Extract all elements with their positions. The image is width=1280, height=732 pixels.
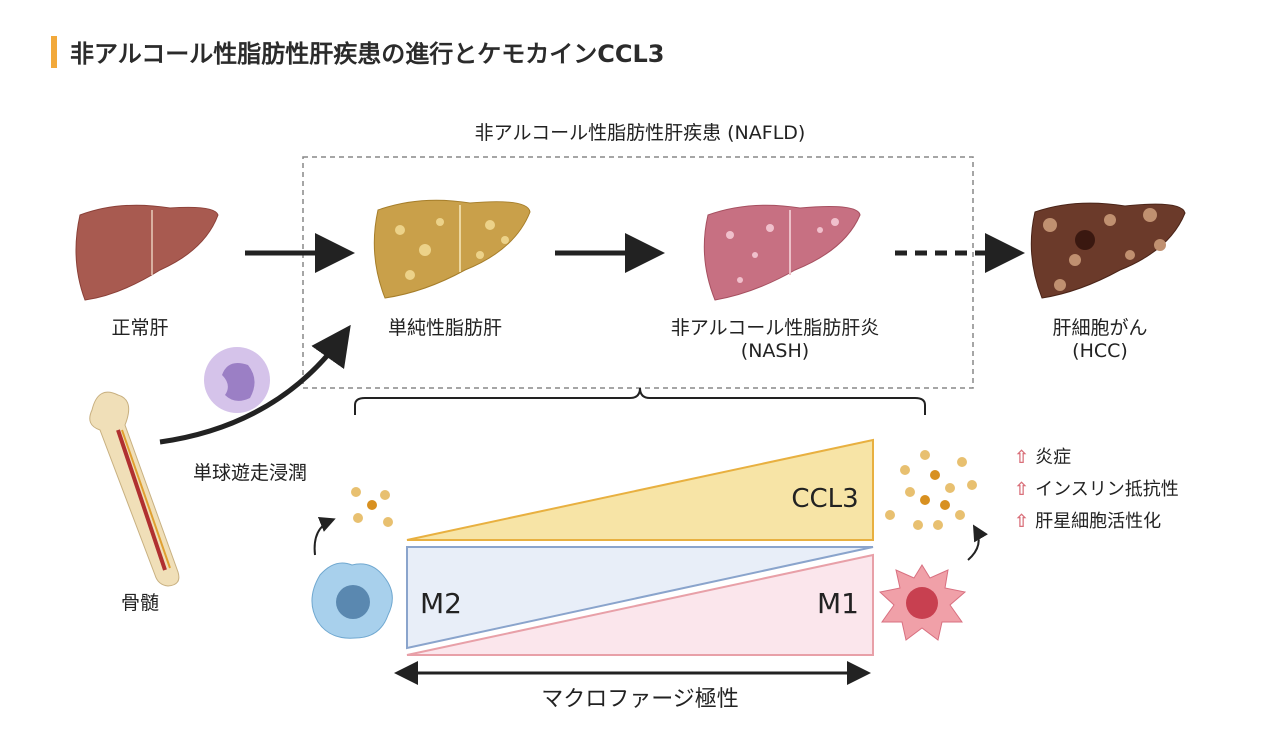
bone-marrow-label: 骨髄	[120, 592, 160, 614]
up-arrow-icon: ⇧	[1014, 447, 1030, 468]
m1-macrophage-icon	[878, 564, 967, 641]
ccl3-label: CCL3	[791, 484, 859, 514]
normal-liver-icon	[75, 204, 219, 301]
hcc-liver-icon	[1030, 202, 1186, 299]
monocyte-icon	[204, 347, 270, 413]
effect-item: ⇧ 肝星細胞活性化	[1014, 506, 1179, 538]
polarity-label: マクロファージ極性	[541, 687, 739, 712]
m2-label: M2	[420, 587, 462, 620]
bone-marrow-icon	[89, 391, 180, 587]
up-arrow-icon: ⇧	[1014, 511, 1030, 532]
ccl3-particles-large	[885, 450, 977, 530]
effect-text: インスリン抵抗性	[1035, 479, 1179, 500]
page-title: 非アルコール性脂肪性肝疾患の進行とケモカインCCL3	[70, 40, 665, 68]
monocyte-migration-label: 単球遊走浸潤	[192, 462, 308, 484]
nafld-brace	[354, 387, 926, 415]
arrow-monocyte-migration	[159, 324, 351, 445]
nash-liver-icon	[703, 204, 861, 301]
effect-text: 炎症	[1035, 447, 1072, 468]
m1-label: M1	[817, 587, 859, 620]
up-arrow-icon: ⇧	[1014, 479, 1030, 500]
simple-steatosis-label: 単純性脂肪肝	[387, 317, 503, 339]
effect-text: 肝星細胞活性化	[1035, 511, 1162, 532]
nash-label: 非アルコール性脂肪肝炎	[670, 317, 880, 339]
title-accent-bar	[51, 36, 57, 68]
hcc-abbr-label: (HCC)	[1072, 340, 1128, 362]
effect-item: ⇧ 炎症	[1014, 442, 1179, 474]
ccl3-triangle	[406, 438, 874, 541]
m1-secretion-arrow	[967, 524, 988, 561]
m2-triangle	[406, 546, 874, 650]
effects-list: ⇧ 炎症 ⇧ インスリン抵抗性 ⇧ 肝星細胞活性化	[1014, 442, 1179, 538]
effect-item: ⇧ インスリン抵抗性	[1014, 474, 1179, 506]
m2-secretion-arrow	[313, 517, 336, 556]
m1-triangle	[406, 553, 874, 656]
normal-liver-label: 正常肝	[111, 317, 169, 339]
nash-abbr-label: (NASH)	[740, 340, 810, 362]
m2-macrophage-icon	[311, 562, 393, 639]
fatty-liver-icon	[373, 199, 531, 299]
ccl3-particles-small	[351, 487, 393, 527]
nafld-box	[302, 156, 974, 389]
nafld-label: 非アルコール性脂肪性肝疾患 (NAFLD)	[474, 122, 806, 144]
hcc-label: 肝細胞がん	[1052, 317, 1148, 339]
